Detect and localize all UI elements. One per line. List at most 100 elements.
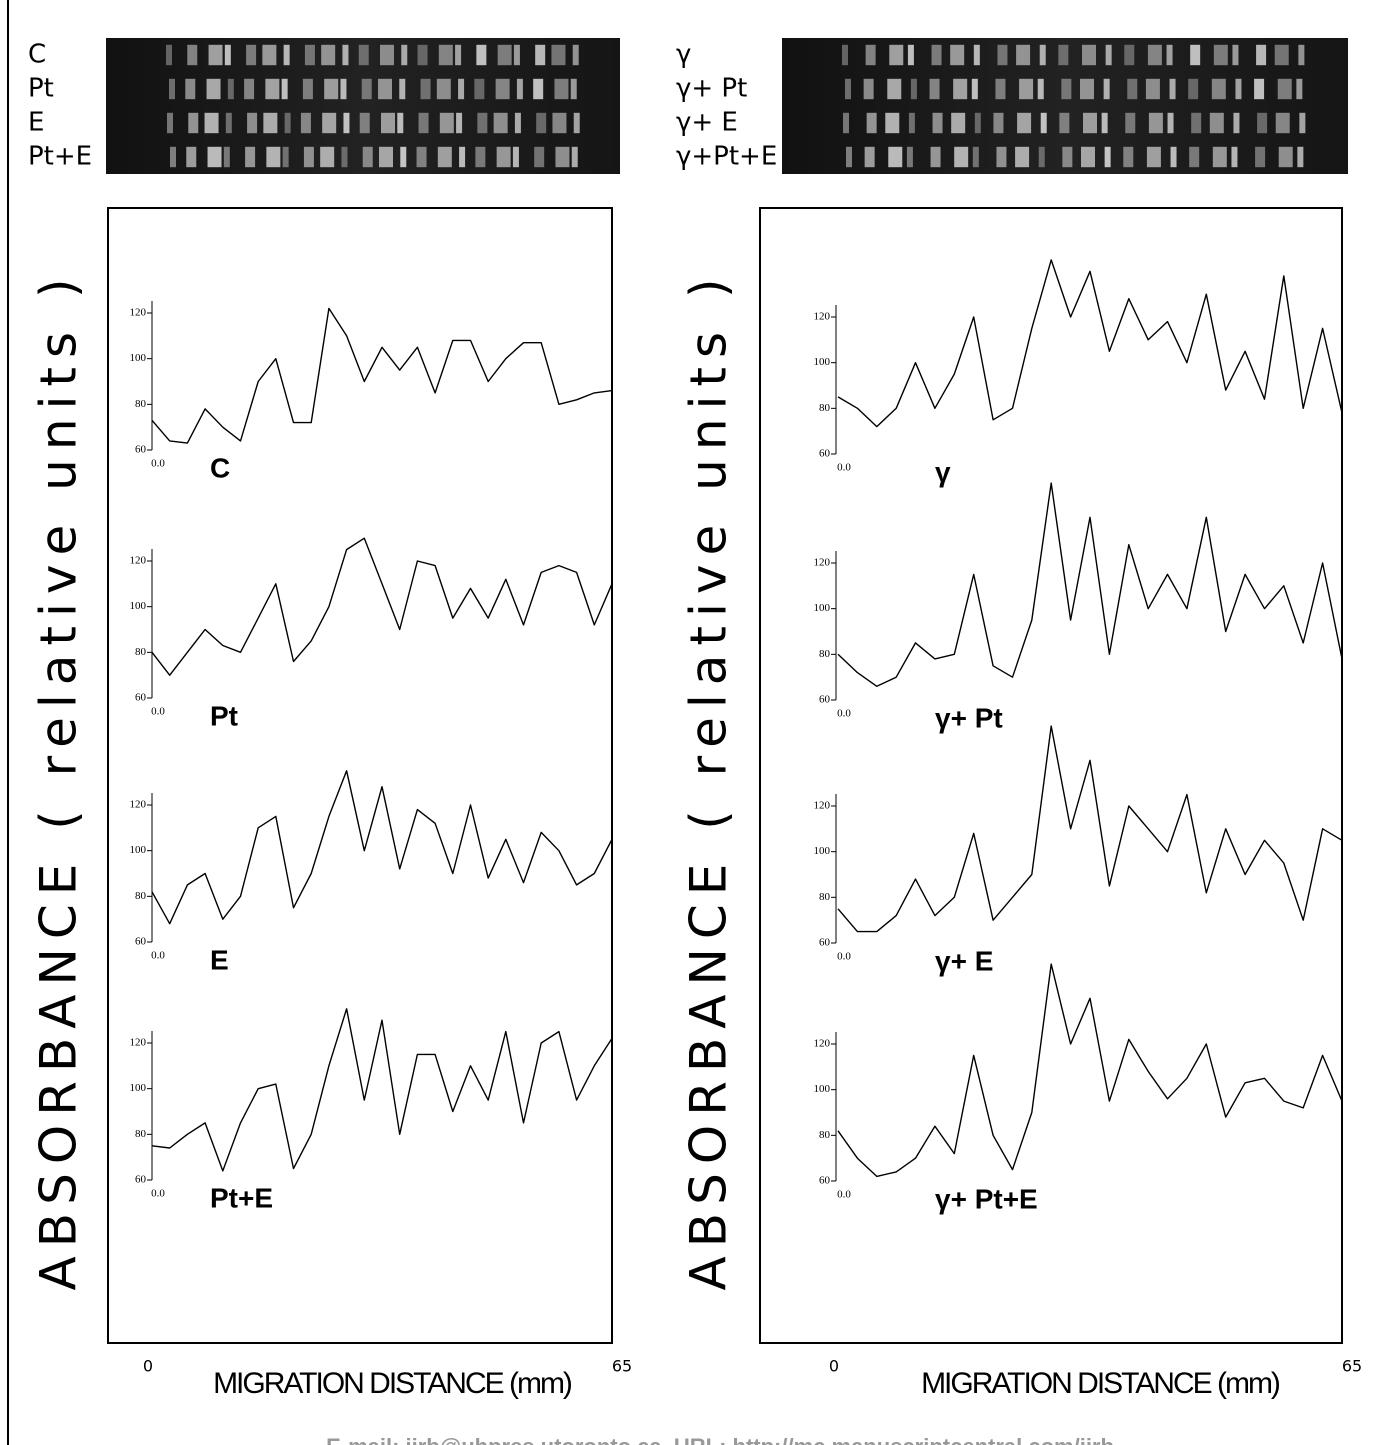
gel-band bbox=[1145, 78, 1160, 100]
gel-band bbox=[458, 78, 465, 100]
y-tick-label: 80 bbox=[135, 890, 147, 902]
gel-band bbox=[974, 112, 981, 134]
plot-frame bbox=[759, 207, 1343, 1344]
y-tick-label: 120 bbox=[130, 555, 147, 567]
gel-band bbox=[534, 146, 545, 168]
gel-band bbox=[865, 44, 876, 66]
gel-band bbox=[300, 112, 311, 134]
gel-band bbox=[282, 146, 289, 168]
y-tick-label: 120 bbox=[814, 311, 831, 323]
gel-band bbox=[1016, 44, 1031, 66]
gel-band bbox=[1061, 78, 1072, 100]
gel-band bbox=[343, 112, 350, 134]
gel-band bbox=[324, 78, 339, 100]
trace-line bbox=[151, 770, 613, 925]
gel-band bbox=[1212, 146, 1227, 168]
gel-band bbox=[167, 112, 173, 134]
gel-band bbox=[971, 78, 978, 100]
gel-band bbox=[186, 146, 197, 168]
gel-band bbox=[1190, 44, 1201, 66]
gel-band bbox=[972, 146, 979, 168]
gel-band bbox=[1103, 78, 1110, 100]
gel-band bbox=[1017, 112, 1032, 134]
gel-band bbox=[1101, 112, 1108, 134]
gel-band bbox=[303, 146, 314, 168]
gel-band bbox=[207, 146, 222, 168]
gel-band bbox=[536, 112, 547, 134]
gel-band bbox=[475, 146, 486, 168]
gel-band bbox=[1125, 112, 1136, 134]
x-tick-label: 0 bbox=[829, 1357, 839, 1376]
gel-band bbox=[554, 78, 569, 100]
gel-band bbox=[1019, 78, 1034, 100]
y-tick-label: 60 bbox=[819, 1175, 831, 1187]
gel-label: C bbox=[28, 40, 46, 70]
gel-band bbox=[340, 78, 347, 100]
gel-band bbox=[512, 146, 519, 168]
trace-x-tick-label: 0.0 bbox=[837, 951, 851, 963]
y-axis-label: ABSORBANCE ( relative units ) bbox=[680, 270, 738, 1291]
trace-label: γ+ Pt bbox=[935, 702, 1003, 733]
y-tick-label: 100 bbox=[814, 602, 831, 614]
gel-band bbox=[1191, 112, 1202, 134]
trace-label: Pt+E bbox=[210, 1182, 273, 1213]
gel-band bbox=[552, 112, 567, 134]
gel-band bbox=[1062, 146, 1073, 168]
gel-band bbox=[864, 146, 875, 168]
gel-band bbox=[497, 44, 512, 66]
gel-band bbox=[907, 44, 914, 66]
y-tick-label: 100 bbox=[814, 1083, 831, 1095]
gel-band bbox=[1235, 78, 1242, 100]
gel-band bbox=[359, 112, 370, 134]
gel-band bbox=[842, 44, 848, 66]
gel-band bbox=[995, 78, 1006, 100]
gel-band bbox=[1232, 44, 1239, 66]
gel-band bbox=[1188, 78, 1199, 100]
gel-band bbox=[1257, 112, 1268, 134]
y-tick-label: 120 bbox=[130, 1037, 147, 1049]
gel-band bbox=[845, 78, 851, 100]
gel-band bbox=[477, 112, 488, 134]
gel-band bbox=[379, 146, 393, 168]
gel-band bbox=[1256, 44, 1267, 66]
gel-band bbox=[362, 146, 373, 168]
gel-band bbox=[401, 44, 408, 66]
gel-band bbox=[954, 146, 969, 168]
gel-band bbox=[1039, 44, 1046, 66]
trace-x-tick-label: 0.0 bbox=[151, 950, 165, 962]
gel-band bbox=[1274, 44, 1289, 66]
gel-band bbox=[887, 78, 902, 100]
gel-label: γ+Pt+E bbox=[676, 142, 777, 172]
gel-band bbox=[493, 112, 508, 134]
gel-band bbox=[321, 44, 336, 66]
gel-band bbox=[263, 112, 278, 134]
gel-band bbox=[416, 146, 427, 168]
trace-line bbox=[837, 963, 1343, 1178]
gel-band bbox=[1040, 112, 1047, 134]
gel-band bbox=[187, 44, 198, 66]
gel-band bbox=[863, 78, 874, 100]
trace-x-tick-label: 0.0 bbox=[151, 458, 165, 470]
gel-band bbox=[358, 44, 369, 66]
gel-band bbox=[533, 78, 544, 100]
plot-frame bbox=[107, 207, 613, 1344]
gel-band bbox=[1037, 78, 1044, 100]
gel-band bbox=[281, 78, 288, 100]
trace-line bbox=[151, 537, 613, 676]
gel-band bbox=[1083, 112, 1097, 134]
footer: E-mail: ijrb@uhpres.utoronto.ca, URL: ht… bbox=[326, 1434, 1114, 1445]
gel-band bbox=[1105, 44, 1112, 66]
gel-band bbox=[185, 78, 196, 100]
trace-x-tick-label: 0.0 bbox=[837, 1189, 851, 1201]
y-tick-label: 100 bbox=[130, 1082, 147, 1094]
y-tick-label: 60 bbox=[135, 936, 147, 948]
y-tick-label: 120 bbox=[814, 800, 831, 812]
gel-band bbox=[204, 112, 219, 134]
gel-band bbox=[474, 78, 485, 100]
gel-band bbox=[993, 112, 1004, 134]
gel-band bbox=[950, 44, 965, 66]
gel-band bbox=[420, 78, 431, 100]
gel-band bbox=[397, 112, 404, 134]
y-tick-label: 80 bbox=[819, 402, 831, 414]
gel-band bbox=[1296, 78, 1303, 100]
